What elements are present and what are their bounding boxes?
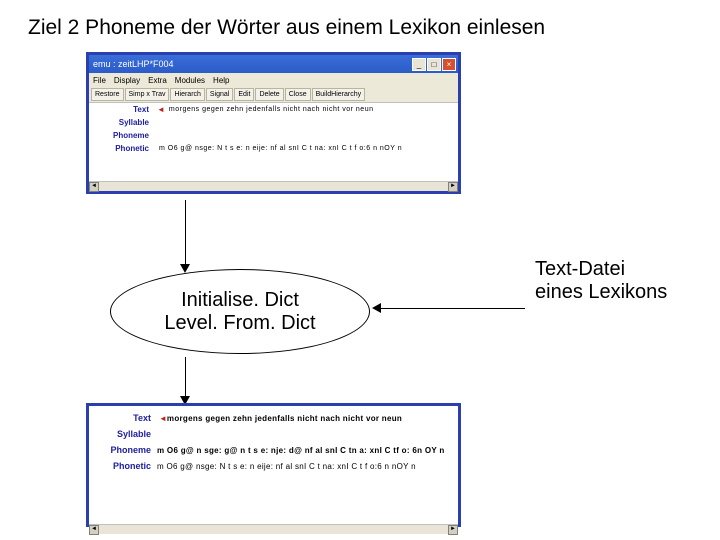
level-row-phonetic: Phonetic m O6 g@ nsge: N t s e: n eije: … [89,458,458,474]
toolbar-button[interactable]: Signal [206,88,233,101]
level-row-phoneme: Phoneme [89,129,458,142]
toolbar-button[interactable]: Restore [91,88,124,101]
scroll-right-icon[interactable]: ► [448,182,458,192]
level-label: Phonetic [95,461,157,471]
arrow-down-1 [185,200,186,265]
level-content: m O6 g@ n sge: g@ n t s e: nje: d@ nf al… [157,446,445,455]
level-label: Text [95,105,155,114]
side-text-line2: eines Lexikons [535,281,667,304]
toolbar-button[interactable]: Hierarch [170,88,204,101]
menu-item[interactable]: Extra [148,76,167,85]
toolbar-button[interactable]: Delete [255,88,283,101]
app-window-before: emu : zeitLHP*F004 _ □ × File Display Ex… [86,52,461,194]
toolbar-button[interactable]: Simp x Trav [125,88,170,101]
toolbar-button[interactable]: Edit [234,88,254,101]
content-area: Text ◄ morgens gegen zehn jedenfalls nic… [89,103,458,181]
menu-item[interactable]: Display [114,76,140,85]
ellipse-line2: Level. From. Dict [164,312,315,335]
menubar: File Display Extra Modules Help [89,73,458,87]
level-content: morgens gegen zehn jedenfalls nicht nach… [165,106,374,113]
marker-icon: ◄ [157,105,165,114]
titlebar-text: emu : zeitLHP*F004 [91,59,174,69]
level-row-text: Text ◄ morgens gegen zehn jedenfalls nic… [89,410,458,426]
close-icon[interactable]: × [442,58,456,71]
scrollbar-horizontal[interactable]: ◄ ► [89,181,458,191]
level-content: morgens gegen zehn jedenfalls nicht nach… [167,414,402,423]
scroll-left-icon[interactable]: ◄ [89,525,99,535]
level-row-phoneme: Phoneme m O6 g@ n sge: g@ n t s e: nje: … [89,442,458,458]
minimize-icon[interactable]: _ [412,58,426,71]
marker-icon: ◄ [159,414,167,423]
arrow-down-2 [185,357,186,397]
arrow-head-icon [372,303,381,313]
toolbar-button[interactable]: BuildHierarchy [312,88,366,101]
app-window-after: Text ◄ morgens gegen zehn jedenfalls nic… [86,403,461,527]
level-row-syllable: Syllable [89,426,458,442]
level-row-syllable: Syllable [89,116,458,129]
titlebar-buttons: _ □ × [412,58,456,71]
level-row-phonetic: Phonetic m O6 g@ nsge: N t s e: n eije: … [89,142,458,155]
level-label: Syllable [95,429,157,439]
level-label: Phoneme [95,445,157,455]
level-label: Text [95,413,157,423]
titlebar: emu : zeitLHP*F004 _ □ × [89,55,458,73]
process-ellipse: Initialise. Dict Level. From. Dict [110,269,370,354]
scrollbar-horizontal[interactable]: ◄ ► [89,524,458,534]
level-label: Phonetic [95,144,155,153]
level-content: m O6 g@ nsge: N t s e: n eije: nf al snI… [155,145,402,152]
toolbar: Restore Simp x Trav Hierarch Signal Edit… [89,87,458,103]
menu-item[interactable]: Help [213,76,229,85]
content-area: Text ◄ morgens gegen zehn jedenfalls nic… [89,406,458,524]
level-label: Syllable [95,118,155,127]
arrow-left [380,308,525,309]
level-content: m O6 g@ nsge: N t s e: n eije: nf al snI… [157,462,416,471]
maximize-icon[interactable]: □ [427,58,441,71]
scroll-left-icon[interactable]: ◄ [89,182,99,192]
level-row-text: Text ◄ morgens gegen zehn jedenfalls nic… [89,103,458,116]
side-text-line1: Text-Datei [535,258,667,281]
menu-item[interactable]: Modules [175,76,205,85]
level-label: Phoneme [95,131,155,140]
ellipse-line1: Initialise. Dict [181,289,299,312]
toolbar-button[interactable]: Close [285,88,311,101]
menu-item[interactable]: File [93,76,106,85]
page-title: Ziel 2 Phoneme der Wörter aus einem Lexi… [28,16,545,40]
side-text: Text-Datei eines Lexikons [535,258,667,304]
scroll-right-icon[interactable]: ► [448,525,458,535]
